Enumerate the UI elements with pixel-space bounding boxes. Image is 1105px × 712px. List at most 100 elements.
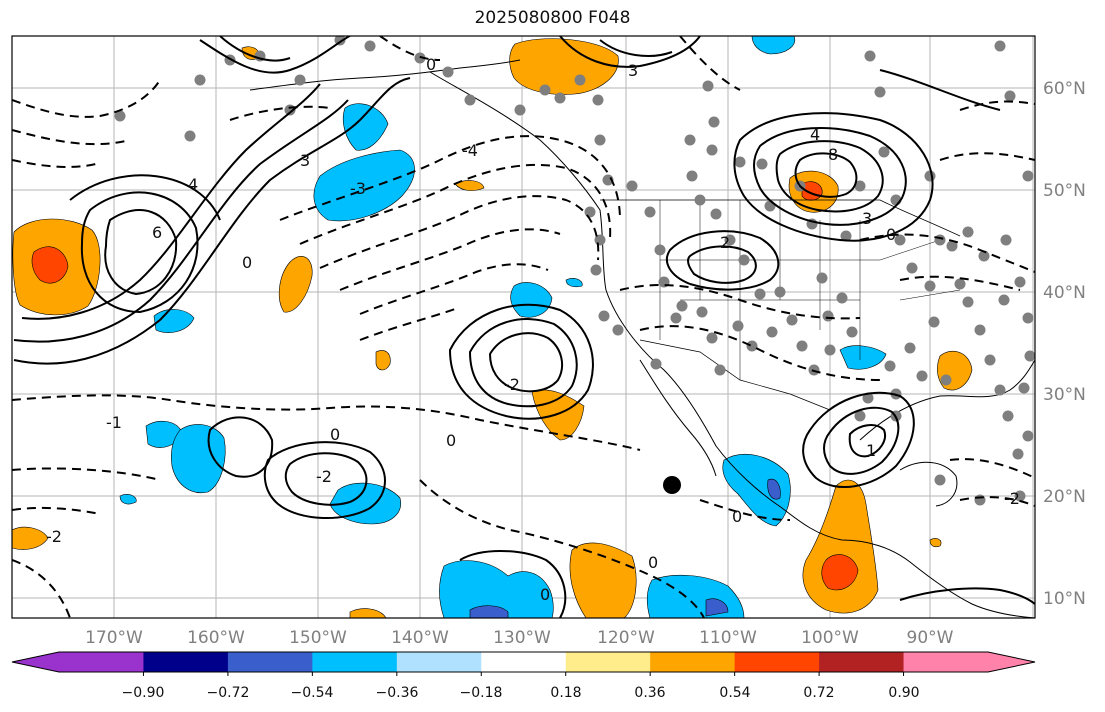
latitude-label: 40°N — [1043, 283, 1086, 303]
station-marker — [836, 292, 848, 304]
contour-label: -3 — [350, 179, 366, 198]
longitude-label: 170°W — [85, 628, 143, 648]
fill-blue-small-c — [565, 278, 583, 288]
contour-label: 8 — [828, 145, 838, 164]
colorbar-swatch — [59, 652, 144, 672]
colorbar-swatch — [481, 652, 567, 672]
station-marker — [822, 310, 834, 322]
contour-label: 0 — [886, 225, 896, 244]
contour-label: 3 — [862, 209, 872, 228]
colorbar-label: 0.54 — [719, 685, 750, 701]
station-marker — [676, 300, 688, 312]
longitude-label: 130°W — [493, 628, 551, 648]
station-marker — [734, 156, 746, 168]
colorbar-swatch — [565, 652, 651, 672]
fill-orange-mexico — [802, 479, 879, 614]
station-marker — [984, 354, 996, 366]
station-marker — [928, 316, 940, 328]
fill-red-west — [31, 246, 69, 284]
colorbar-extend-max — [988, 652, 1035, 672]
station-marker — [846, 326, 858, 338]
colorbar-label: 0.36 — [634, 685, 665, 701]
station-marker — [994, 40, 1006, 52]
station-marker — [1002, 410, 1014, 422]
contour-label: -2 — [316, 467, 332, 486]
station-marker — [924, 280, 936, 292]
colorbar-labels: −0.90 −0.72 −0.54 −0.36 −0.18 0.18 0.36 … — [122, 685, 920, 701]
station-marker — [1022, 312, 1034, 324]
fill-orange-mid1 — [278, 256, 313, 313]
station-marker — [766, 326, 778, 338]
contour-lines — [12, 36, 1035, 618]
station-marker — [934, 234, 946, 246]
station-marker — [754, 288, 766, 300]
station-marker — [906, 262, 918, 274]
station-marker — [644, 206, 656, 218]
fill-orange-pac-east — [569, 542, 637, 618]
station-marker — [1024, 350, 1035, 362]
station-marker — [854, 410, 866, 422]
fill-blue-central2 — [170, 424, 226, 494]
contour-label: 4 — [810, 125, 820, 144]
colorbar-label: −0.54 — [291, 685, 334, 701]
station-marker — [816, 272, 828, 284]
latitude-label: 50°N — [1043, 181, 1086, 201]
latitude-label: 60°N — [1043, 79, 1086, 99]
station-marker — [554, 92, 566, 104]
station-marker — [764, 200, 776, 212]
contour-label: 2 — [720, 233, 730, 252]
contour-label: -2 — [46, 527, 62, 546]
coastline-yucatan — [899, 461, 958, 507]
station-marker — [539, 84, 551, 96]
station-marker — [714, 364, 726, 376]
station-marker — [746, 340, 758, 352]
longitude-axis: 170°W 160°W 150°W 140°W 130°W 120°W 110°… — [85, 628, 954, 648]
station-marker — [756, 158, 768, 170]
station-marker — [904, 342, 916, 354]
map-panel: 6 4 3 2 0 -1 -2 -3 -4 1 8 -2 0 0 0 3 4 3… — [11, 35, 1036, 619]
contour-label: 0 — [648, 553, 658, 572]
station-marker — [702, 80, 714, 92]
latitude-label: 10°N — [1043, 589, 1086, 609]
station-marker — [1004, 90, 1016, 102]
station-marker — [574, 74, 586, 86]
fill-blue-north-pac — [342, 103, 389, 151]
fill-orange-small-se — [929, 538, 942, 548]
station-marker — [924, 170, 936, 182]
contour-label: 0 — [242, 253, 252, 272]
station-marker — [650, 358, 662, 370]
fill-orange-small-s — [349, 608, 387, 618]
contour-label: 3 — [628, 61, 638, 80]
station-marker — [1018, 382, 1030, 394]
colorbar — [11, 651, 1036, 676]
station-marker — [694, 194, 706, 206]
contour-label: 0 — [540, 585, 550, 604]
station-marker — [940, 374, 952, 386]
colorbar-swatch — [312, 652, 398, 672]
station-marker — [670, 312, 682, 324]
colorbar-extend-min — [12, 652, 59, 672]
station-marker — [442, 66, 454, 78]
station-marker — [862, 392, 874, 404]
station-marker — [774, 286, 786, 298]
colorbar-swatch — [227, 652, 313, 672]
station-marker — [854, 180, 866, 192]
shaded-anomaly-fills — [12, 36, 973, 618]
station-marker — [612, 324, 624, 336]
longitude-label: 110°W — [699, 628, 757, 648]
station-marker — [840, 230, 852, 242]
station-marker — [1022, 170, 1034, 182]
latitude-axis: 60°N 50°N 40°N 30°N 20°N 10°N — [1043, 79, 1086, 609]
station-marker — [514, 104, 526, 116]
contour-labels: 6 4 3 2 0 -1 -2 -3 -4 1 8 -2 0 0 0 3 4 3… — [46, 55, 1020, 604]
station-marker — [594, 134, 606, 146]
longitude-label: 140°W — [391, 628, 449, 648]
station-marker — [974, 324, 986, 336]
coastline-north-america — [429, 71, 1035, 618]
station-marker — [684, 134, 696, 146]
contours-positive — [13, 36, 1035, 618]
colorbar-swatch — [143, 652, 229, 672]
station-marker — [598, 310, 610, 322]
station-marker — [590, 264, 602, 276]
